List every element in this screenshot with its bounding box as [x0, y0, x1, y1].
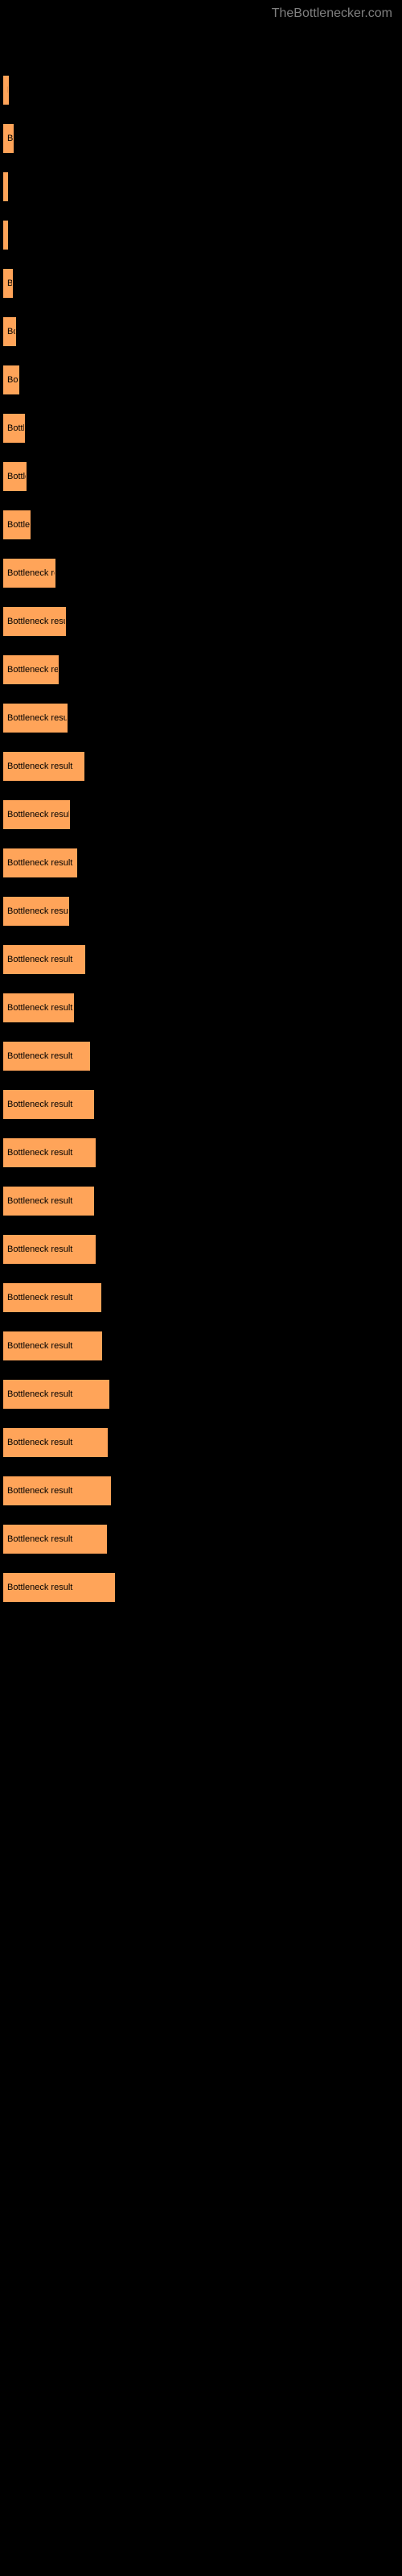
bar-row: Bottleneck result [3, 365, 399, 402]
bar: Bottleneck result [3, 510, 31, 539]
bar: Bottleneck result [3, 1476, 111, 1505]
bar-row: Bottleneck result [3, 607, 399, 643]
bar-label: Bottleneck result [7, 617, 66, 626]
bar-label: Bottleneck result [7, 1293, 72, 1302]
bar-row: Bottleneck result [3, 269, 399, 305]
bar-row: Bottleneck result [3, 655, 399, 691]
bar-label: Bottleneck result [7, 1148, 72, 1158]
bar: Bottleneck result [3, 1525, 107, 1554]
bar: Bottleneck result [3, 848, 77, 877]
bar-label: Bottleneck result [7, 1245, 72, 1254]
bar: Bottleneck result [3, 1187, 94, 1216]
bar-row: Bottleneck result [3, 848, 399, 885]
bar-label: Bottleneck result [7, 375, 19, 385]
bar-label: Bottleneck result [7, 1003, 72, 1013]
bar: Bottleneck result [3, 365, 19, 394]
bar: Bottleneck result [3, 414, 25, 443]
bar-label: Bottleneck result [7, 665, 59, 675]
bar: Bottleneck result [3, 1090, 94, 1119]
bar-row: Bottleneck result [3, 1331, 399, 1368]
bar-label: Bottleneck result [7, 279, 13, 288]
bar: Bottleneck result [3, 172, 8, 201]
bar-label: Bottleneck result [7, 423, 25, 433]
bar-row: Bottleneck result [3, 704, 399, 740]
bar: Bottleneck result [3, 1283, 101, 1312]
bar-row: Bottleneck result [3, 945, 399, 981]
bar: Bottleneck result [3, 76, 9, 105]
bar: Bottleneck result [3, 993, 74, 1022]
bar-label: Bottleneck result [7, 713, 68, 723]
bar: Bottleneck result [3, 1138, 96, 1167]
bar-label: Bottleneck result [7, 327, 16, 336]
bar-row: Bottleneck result [3, 993, 399, 1030]
bar: Bottleneck result [3, 752, 84, 781]
bar-row: Bottleneck result [3, 124, 399, 160]
bar-label: Bottleneck result [7, 472, 27, 481]
bar-row: Bottleneck result [3, 1476, 399, 1513]
bar: Bottleneck result [3, 559, 55, 588]
site-name: TheBottlenecker.com [272, 6, 392, 20]
bar: Bottleneck result [3, 124, 14, 153]
bar-row: Bottleneck result [3, 172, 399, 208]
bar-row: Bottleneck result [3, 317, 399, 353]
bar-row: Bottleneck result [3, 1428, 399, 1464]
bar: Bottleneck result [3, 897, 69, 926]
bar-row: Bottleneck result [3, 559, 399, 595]
bar-row: Bottleneck result [3, 414, 399, 450]
bar-label: Bottleneck result [7, 182, 8, 192]
bar: Bottleneck result [3, 1042, 90, 1071]
bar-row: Bottleneck result [3, 1138, 399, 1174]
bar-row: Bottleneck result [3, 76, 399, 112]
bar: Bottleneck result [3, 1380, 109, 1409]
bar-label: Bottleneck result [7, 568, 55, 578]
bar: Bottleneck result [3, 462, 27, 491]
bar-label: Bottleneck result [7, 1438, 72, 1447]
bar-label: Bottleneck result [7, 85, 9, 95]
bar-label: Bottleneck result [7, 1341, 72, 1351]
bar-label: Bottleneck result [7, 1534, 72, 1544]
bar: Bottleneck result [3, 1331, 102, 1360]
bar: Bottleneck result [3, 1428, 108, 1457]
bar-label: Bottleneck result [7, 1051, 72, 1061]
bar: Bottleneck result [3, 655, 59, 684]
bar: Bottleneck result [3, 800, 70, 829]
bar-row: Bottleneck result [3, 1283, 399, 1319]
bar: Bottleneck result [3, 269, 13, 298]
bar-row: Bottleneck result [3, 800, 399, 836]
bar-row: Bottleneck result [3, 1090, 399, 1126]
bar: Bottleneck result [3, 317, 16, 346]
bar-label: Bottleneck result [7, 1100, 72, 1109]
bar-label: Bottleneck result [7, 1196, 72, 1206]
bar-label: Bottleneck result [7, 955, 72, 964]
bar: Bottleneck result [3, 704, 68, 733]
bar-label: Bottleneck result [7, 810, 70, 819]
bar: Bottleneck result [3, 1573, 115, 1602]
bar-row: Bottleneck result [3, 1380, 399, 1416]
bar-row: Bottleneck result [3, 752, 399, 788]
bar-label: Bottleneck result [7, 906, 69, 916]
chart-container: Bottleneck result Bottleneck result Bottle… [0, 27, 402, 1637]
bar: Bottleneck result [3, 221, 8, 250]
bar-row: Bottleneck result [3, 1525, 399, 1561]
bar-label: Bottleneck result [7, 1486, 72, 1496]
bar-row: Bottleneck result [3, 510, 399, 547]
bar: Bottleneck result [3, 607, 66, 636]
site-header: TheBottlenecker.com [0, 0, 402, 27]
bar-label: Bottleneck result [7, 1389, 72, 1399]
bar-label: Bottleneck result [7, 858, 72, 868]
bar-label: Bottleneck result [7, 520, 31, 530]
bar-label: Bottleneck result [7, 134, 14, 143]
bar: Bottleneck result [3, 1235, 96, 1264]
bar-row: Bottleneck result [3, 1235, 399, 1271]
bar-row: Bottleneck result [3, 1042, 399, 1078]
bar-row: Bottleneck result [3, 221, 399, 257]
bar-label: Bottleneck result [7, 230, 8, 240]
bar-row: Bottleneck result [3, 897, 399, 933]
bar-row: Bottleneck result [3, 462, 399, 498]
bar-row: Bottleneck result [3, 1187, 399, 1223]
bar: Bottleneck result [3, 945, 85, 974]
bar-label: Bottleneck result [7, 1583, 72, 1592]
bar-row: Bottleneck result [3, 1573, 399, 1609]
bar-label: Bottleneck result [7, 762, 72, 771]
